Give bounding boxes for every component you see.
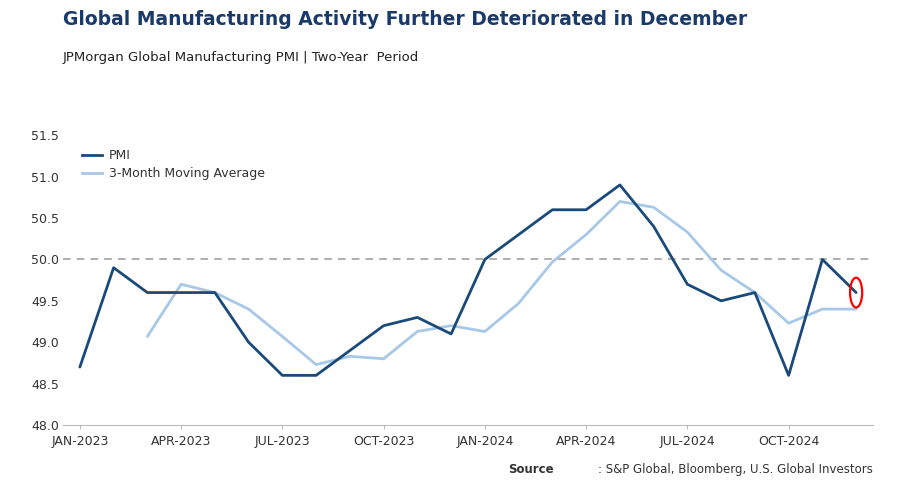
Text: Source: Source [508,463,554,476]
Legend: PMI, 3-Month Moving Average: PMI, 3-Month Moving Average [77,144,270,185]
Text: Global Manufacturing Activity Further Deteriorated in December: Global Manufacturing Activity Further De… [63,10,747,28]
Text: : S&P Global, Bloomberg, U.S. Global Investors: : S&P Global, Bloomberg, U.S. Global Inv… [598,463,873,476]
Text: JPMorgan Global Manufacturing PMI | Two-Year  Period: JPMorgan Global Manufacturing PMI | Two-… [63,51,419,64]
